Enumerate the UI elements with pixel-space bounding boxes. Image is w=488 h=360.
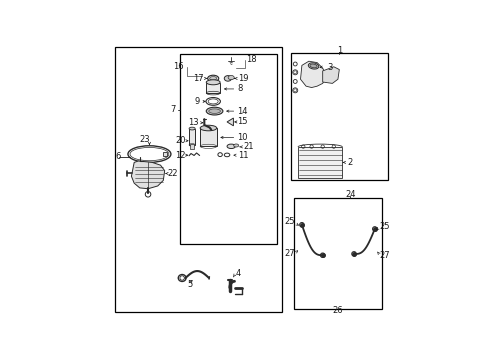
Text: 17: 17 bbox=[192, 74, 203, 83]
Text: 8: 8 bbox=[237, 85, 242, 94]
Text: 2: 2 bbox=[347, 158, 352, 167]
Text: 1: 1 bbox=[336, 46, 341, 55]
Bar bbox=[189, 129, 195, 145]
Text: 27: 27 bbox=[284, 249, 294, 258]
Text: 5: 5 bbox=[187, 280, 193, 289]
Ellipse shape bbox=[200, 125, 216, 131]
Text: 11: 11 bbox=[238, 151, 248, 160]
Bar bbox=[163, 152, 167, 156]
Polygon shape bbox=[131, 161, 164, 189]
Text: 19: 19 bbox=[238, 74, 248, 83]
Bar bbox=[190, 144, 193, 149]
Bar bbox=[293, 198, 382, 309]
Text: 27: 27 bbox=[379, 251, 389, 260]
Ellipse shape bbox=[308, 63, 318, 69]
Ellipse shape bbox=[208, 109, 220, 113]
Ellipse shape bbox=[228, 76, 234, 80]
Ellipse shape bbox=[206, 107, 223, 115]
Text: 23: 23 bbox=[139, 135, 150, 144]
Ellipse shape bbox=[309, 64, 316, 68]
Text: 10: 10 bbox=[237, 133, 247, 142]
Text: 21: 21 bbox=[243, 142, 254, 151]
Text: 25: 25 bbox=[379, 222, 389, 231]
Text: 26: 26 bbox=[332, 306, 343, 315]
Text: 12: 12 bbox=[175, 151, 185, 160]
Bar bbox=[297, 147, 342, 177]
Text: 24: 24 bbox=[345, 190, 355, 199]
Ellipse shape bbox=[189, 127, 195, 130]
Polygon shape bbox=[226, 118, 233, 126]
Text: 18: 18 bbox=[245, 55, 256, 64]
Text: 20: 20 bbox=[176, 136, 186, 145]
Polygon shape bbox=[322, 67, 339, 84]
Polygon shape bbox=[300, 61, 326, 87]
Ellipse shape bbox=[206, 80, 220, 85]
Bar bbox=[115, 48, 282, 312]
Ellipse shape bbox=[224, 76, 231, 81]
Text: 6: 6 bbox=[115, 152, 121, 161]
Text: 4: 4 bbox=[235, 269, 240, 278]
Bar bbox=[200, 128, 216, 146]
Text: 15: 15 bbox=[237, 117, 247, 126]
Text: 25: 25 bbox=[284, 217, 294, 226]
Ellipse shape bbox=[209, 77, 216, 80]
Text: 3: 3 bbox=[326, 63, 331, 72]
Text: 9: 9 bbox=[195, 97, 200, 106]
Ellipse shape bbox=[233, 144, 238, 147]
Ellipse shape bbox=[207, 75, 218, 82]
Bar bbox=[206, 82, 220, 93]
Text: 13: 13 bbox=[187, 118, 198, 127]
Text: 14: 14 bbox=[237, 107, 247, 116]
Text: 7: 7 bbox=[170, 105, 176, 114]
Bar bbox=[180, 54, 276, 244]
Bar bbox=[290, 53, 387, 180]
Ellipse shape bbox=[226, 144, 235, 149]
Text: 22: 22 bbox=[167, 169, 178, 178]
Text: 16: 16 bbox=[173, 62, 183, 71]
